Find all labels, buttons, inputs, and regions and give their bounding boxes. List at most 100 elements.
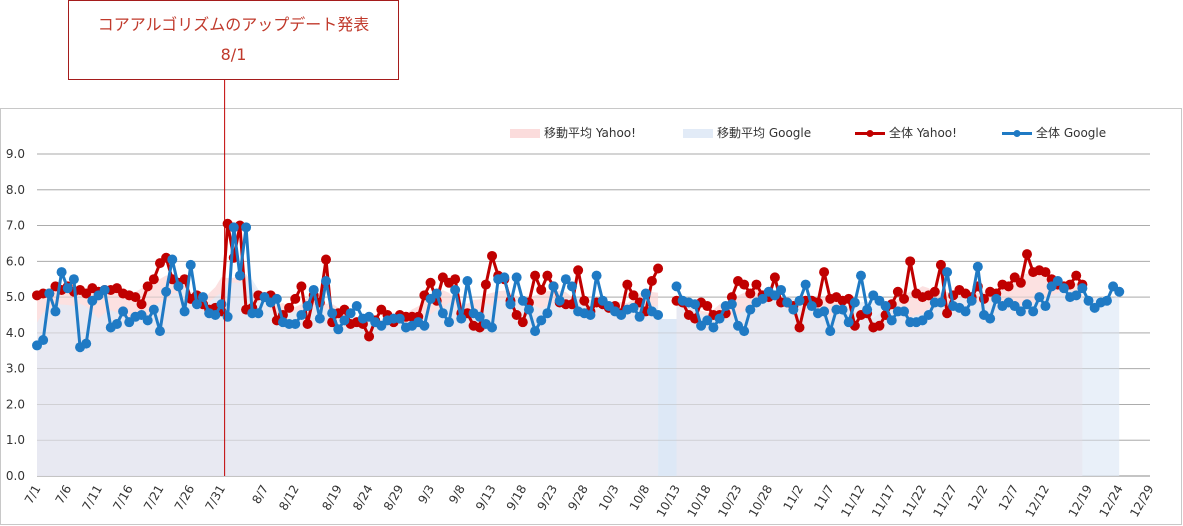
point-google: [81, 338, 92, 349]
point-google: [855, 270, 866, 281]
y-tick-label: 9.0: [6, 147, 25, 161]
point-google: [198, 292, 209, 303]
y-tick-label: 5.0: [6, 290, 25, 304]
point-google: [825, 326, 836, 337]
x-tick-label: 12/19: [1066, 483, 1095, 520]
legend-label-google-avg: 移動平均 Google: [717, 126, 812, 140]
point-yahoo: [364, 331, 375, 342]
x-tick-label: 9/28: [565, 483, 591, 513]
point-google: [966, 295, 977, 306]
x-tick-label: 10/18: [684, 483, 713, 520]
point-google: [179, 306, 190, 317]
point-google: [487, 322, 498, 333]
point-yahoo: [148, 274, 159, 285]
point-google: [1071, 290, 1082, 301]
point-yahoo: [892, 286, 903, 297]
point-google: [339, 315, 350, 326]
point-google: [271, 293, 282, 304]
point-google: [161, 286, 172, 297]
legend-label-yahoo: 全体 Yahoo!: [889, 126, 957, 140]
x-tick-label: 10/13: [654, 483, 683, 520]
point-yahoo: [942, 308, 953, 319]
point-yahoo: [1015, 277, 1026, 288]
x-tick-label: 12/24: [1096, 483, 1125, 520]
point-google: [210, 310, 221, 320]
point-google: [653, 310, 664, 320]
point-google: [1022, 299, 1033, 310]
x-tick-label: 8/24: [350, 483, 376, 513]
point-google: [1052, 276, 1063, 287]
x-tick-label: 7/26: [172, 483, 198, 513]
point-yahoo: [794, 322, 805, 333]
point-google: [806, 301, 817, 312]
point-yahoo: [628, 290, 639, 301]
point-yahoo: [1022, 249, 1033, 260]
legend-label-google: 全体 Google: [1036, 126, 1107, 140]
point-google: [899, 306, 910, 317]
point-google: [118, 306, 129, 317]
point-google: [972, 261, 983, 272]
y-tick-label: 2.0: [6, 397, 25, 411]
point-google: [726, 299, 737, 310]
x-tick-label: 9/23: [535, 483, 561, 513]
point-google: [62, 283, 73, 294]
point-yahoo: [899, 293, 910, 304]
point-yahoo: [751, 279, 762, 290]
point-google: [923, 310, 934, 320]
point-google: [991, 293, 1002, 304]
x-tick-label: 7/21: [141, 483, 167, 513]
legend-swatch-yahoo: [855, 130, 885, 137]
x-tick-label: 10/8: [627, 483, 653, 513]
annotation-date: 8/1: [220, 45, 247, 64]
point-google: [985, 313, 996, 324]
point-google: [800, 279, 811, 290]
point-yahoo: [769, 272, 780, 283]
point-yahoo: [480, 279, 491, 290]
point-google: [560, 274, 571, 285]
legend-swatch-google-avg: [683, 129, 713, 138]
point-yahoo: [1071, 270, 1082, 281]
point-google: [167, 254, 178, 265]
point-google: [44, 288, 55, 299]
point-google: [585, 310, 596, 320]
point-yahoo: [745, 288, 756, 299]
point-yahoo: [487, 250, 498, 261]
point-yahoo: [302, 318, 313, 329]
point-google: [843, 317, 854, 328]
point-yahoo: [450, 274, 461, 285]
point-yahoo: [321, 254, 332, 265]
point-google: [99, 284, 110, 295]
point-google: [536, 315, 547, 326]
point-google: [437, 308, 448, 319]
x-tick-label: 7/6: [53, 483, 75, 507]
x-tick-label: 12/12: [1023, 483, 1052, 520]
point-google: [542, 308, 553, 319]
x-tick-label: 8/19: [319, 483, 345, 513]
y-tick-label: 3.0: [6, 362, 25, 376]
x-tick-label: 10/3: [596, 483, 622, 513]
point-yahoo: [1003, 281, 1014, 292]
point-google: [886, 315, 897, 326]
legend-label-yahoo-avg: 移動平均 Yahoo!: [544, 126, 636, 140]
x-tick-label: 9/13: [473, 483, 499, 513]
point-google: [1077, 283, 1088, 294]
point-yahoo: [573, 265, 584, 276]
point-google: [351, 301, 362, 312]
annotation-title: コアアルゴリズムのアップデート発表: [97, 15, 370, 34]
point-google: [862, 304, 873, 315]
y-tick-label: 0.0: [6, 469, 25, 483]
point-google: [419, 320, 430, 331]
point-google: [456, 313, 467, 324]
point-yahoo: [136, 299, 147, 310]
point-google: [640, 288, 651, 299]
point-google: [554, 295, 565, 306]
point-google: [38, 335, 49, 346]
point-yahoo: [530, 270, 541, 281]
x-tick-label: 7/31: [202, 483, 228, 513]
point-google: [314, 313, 325, 324]
point-google: [757, 293, 768, 304]
y-tick-label: 6.0: [6, 254, 25, 268]
point-yahoo: [819, 267, 830, 278]
point-google: [530, 326, 541, 337]
